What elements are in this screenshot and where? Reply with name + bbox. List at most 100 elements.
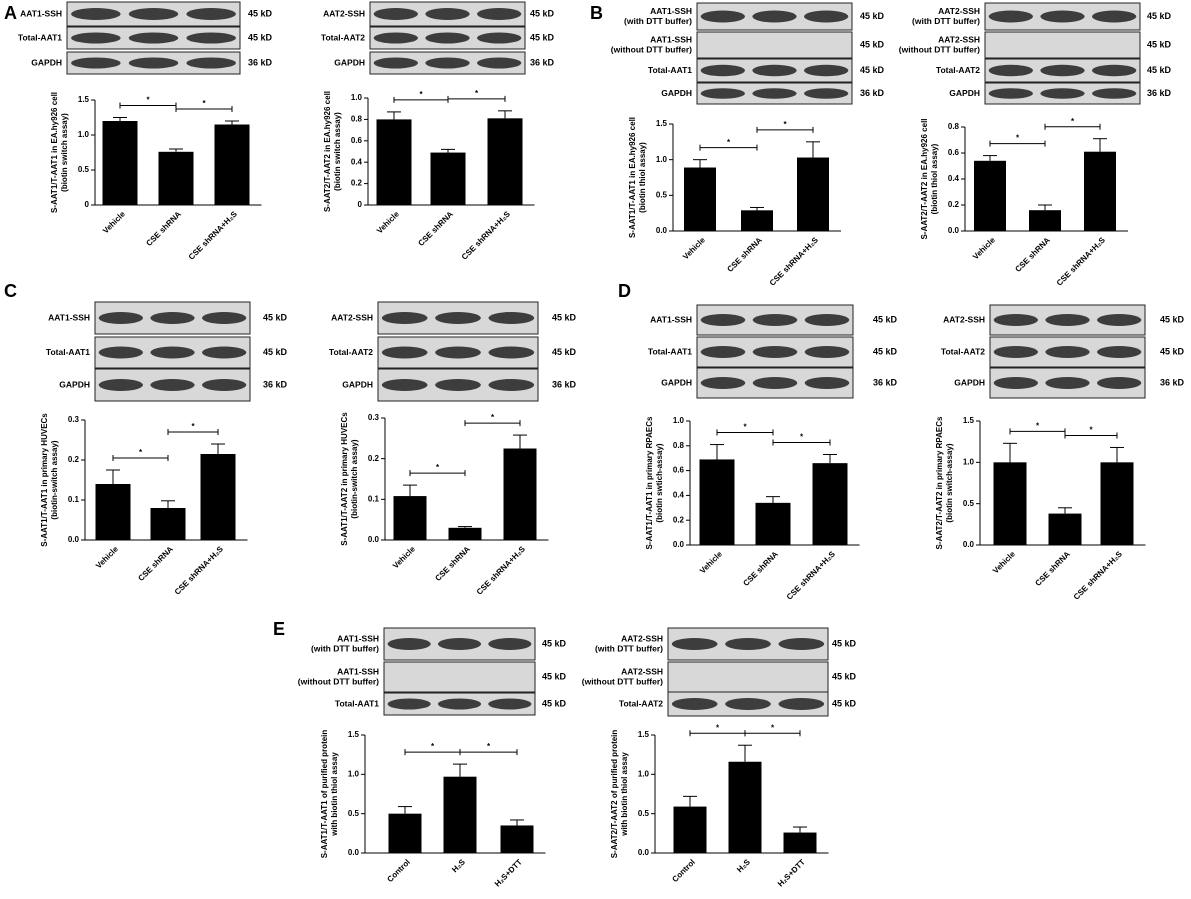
y-tick-label: 0.4	[351, 157, 363, 166]
x-tick-label: Vehicle	[698, 549, 724, 575]
sig-star: *	[491, 413, 495, 422]
error-bar	[1003, 442, 1017, 463]
y-tick-label: 0.0	[656, 226, 668, 235]
blot-band	[993, 377, 1038, 389]
blot-band	[804, 377, 850, 389]
error-bar	[113, 117, 127, 121]
blot-band	[186, 32, 236, 44]
bar	[993, 462, 1027, 545]
panel-letter: A	[4, 3, 17, 23]
panel-letter: E	[273, 619, 285, 639]
bar	[393, 496, 427, 540]
blot-band	[804, 10, 849, 23]
y-axis-label: S-AAT2/T-AAT2 in primary RPAECs	[935, 416, 944, 549]
blot-band	[700, 10, 745, 23]
blot-label: AAT1-SSH	[650, 34, 692, 44]
blot-band	[488, 379, 535, 391]
blot-label: Total-AAT2	[329, 347, 373, 357]
error-bar	[458, 526, 472, 528]
x-tick-label: CSE shRNA	[1013, 235, 1052, 274]
x-tick-label: CSE shRNA+H₂S	[460, 209, 513, 262]
y-tick-label: 1.0	[78, 130, 90, 139]
bar	[443, 776, 477, 853]
blot-band	[425, 32, 470, 44]
blot-size: 36 kD	[1160, 377, 1185, 387]
blot-band	[1097, 346, 1142, 358]
blot-band	[186, 8, 236, 20]
blot-band	[1040, 88, 1085, 99]
blot-label: AAT2-SSH	[943, 314, 985, 324]
y-tick-label: 0.0	[948, 226, 960, 235]
blot-band	[435, 312, 481, 324]
bar	[797, 157, 829, 231]
blot-band	[700, 314, 746, 326]
blot-band	[202, 379, 247, 391]
blot-band	[202, 346, 247, 359]
blot-size: 36 kD	[552, 379, 577, 389]
blot-label: (with DTT buffer)	[311, 643, 379, 653]
y-axis-label: (biotin swtich-assay)	[655, 443, 664, 522]
error-bar	[161, 500, 175, 508]
bar	[214, 124, 250, 205]
blot-size: 45 kD	[248, 8, 273, 18]
blot-label: AAT1-SSH	[20, 8, 62, 18]
blot-label: Total-AAT1	[648, 65, 692, 75]
blot-size: 45 kD	[263, 347, 288, 357]
blot-label: GAPDH	[661, 377, 692, 387]
blot-band	[71, 57, 121, 69]
error-bar	[169, 148, 183, 152]
bar	[728, 761, 762, 853]
sig-star: *	[1089, 426, 1093, 435]
y-axis-label: (biotin switch assay)	[333, 112, 342, 191]
bar	[1029, 210, 1061, 231]
blot-band	[71, 32, 121, 44]
blot-band	[1045, 346, 1090, 358]
bar	[1100, 462, 1134, 545]
blot-label: AAT1-SSH	[337, 633, 379, 643]
y-axis-label: (biotin switch-assay)	[945, 443, 954, 522]
y-axis-label: S-AAT1/T-AAT1 in primary HUVECs	[40, 413, 49, 547]
panel-letter: C	[4, 281, 17, 301]
error-bar	[510, 819, 524, 826]
x-tick-label: CSE shRNA	[1033, 549, 1072, 588]
y-axis-label: S-AAT1/T-AAT1 in EA.hy926 cell	[628, 117, 637, 238]
x-tick-label: CSE shRNA	[433, 544, 472, 583]
blot-size: 45 kD	[860, 65, 885, 75]
error-bar	[710, 444, 724, 460]
blot-band	[488, 346, 535, 359]
y-tick-label: 0.5	[963, 499, 975, 508]
y-tick-label: 0.5	[638, 809, 650, 818]
blot-band	[725, 698, 771, 710]
bar	[150, 508, 186, 540]
y-axis-label: (biotin-switch assay)	[50, 440, 59, 519]
sig-star: *	[1016, 134, 1020, 143]
y-tick-label: 0.6	[351, 136, 363, 145]
x-tick-label: Control	[385, 858, 411, 884]
y-tick-label: 0.2	[351, 179, 363, 188]
blot-label: AAT1-SSH	[337, 666, 379, 676]
blot-band	[1045, 314, 1090, 326]
x-tick-label: CSE shRNA	[144, 209, 183, 248]
y-tick-label: 0.0	[673, 540, 685, 549]
blot-band	[435, 379, 481, 391]
y-tick-label: 1.5	[348, 730, 360, 739]
blot-size: 45 kD	[530, 32, 555, 42]
blot-band	[1097, 377, 1142, 389]
y-tick-label: 1.0	[348, 769, 360, 778]
blot-label: AAT2-SSH	[938, 6, 980, 16]
blot-band	[1045, 377, 1090, 389]
blot-band	[488, 638, 532, 650]
x-tick-label: H₂S+DTT	[493, 857, 524, 888]
y-tick-label: 0.1	[68, 495, 80, 504]
blot-size: 45 kD	[860, 39, 885, 49]
y-axis-label: with biotin thiol assay	[330, 752, 339, 837]
blot-label: Total-AAT2	[321, 32, 365, 42]
x-tick-label: CSE shRNA	[136, 544, 175, 583]
y-tick-label: 0.6	[673, 466, 685, 475]
blot-band	[804, 88, 849, 99]
blot-band	[752, 377, 798, 389]
x-tick-label: H₂S	[735, 857, 752, 874]
blot-band	[700, 377, 746, 389]
y-tick-label: 0.5	[348, 809, 360, 818]
